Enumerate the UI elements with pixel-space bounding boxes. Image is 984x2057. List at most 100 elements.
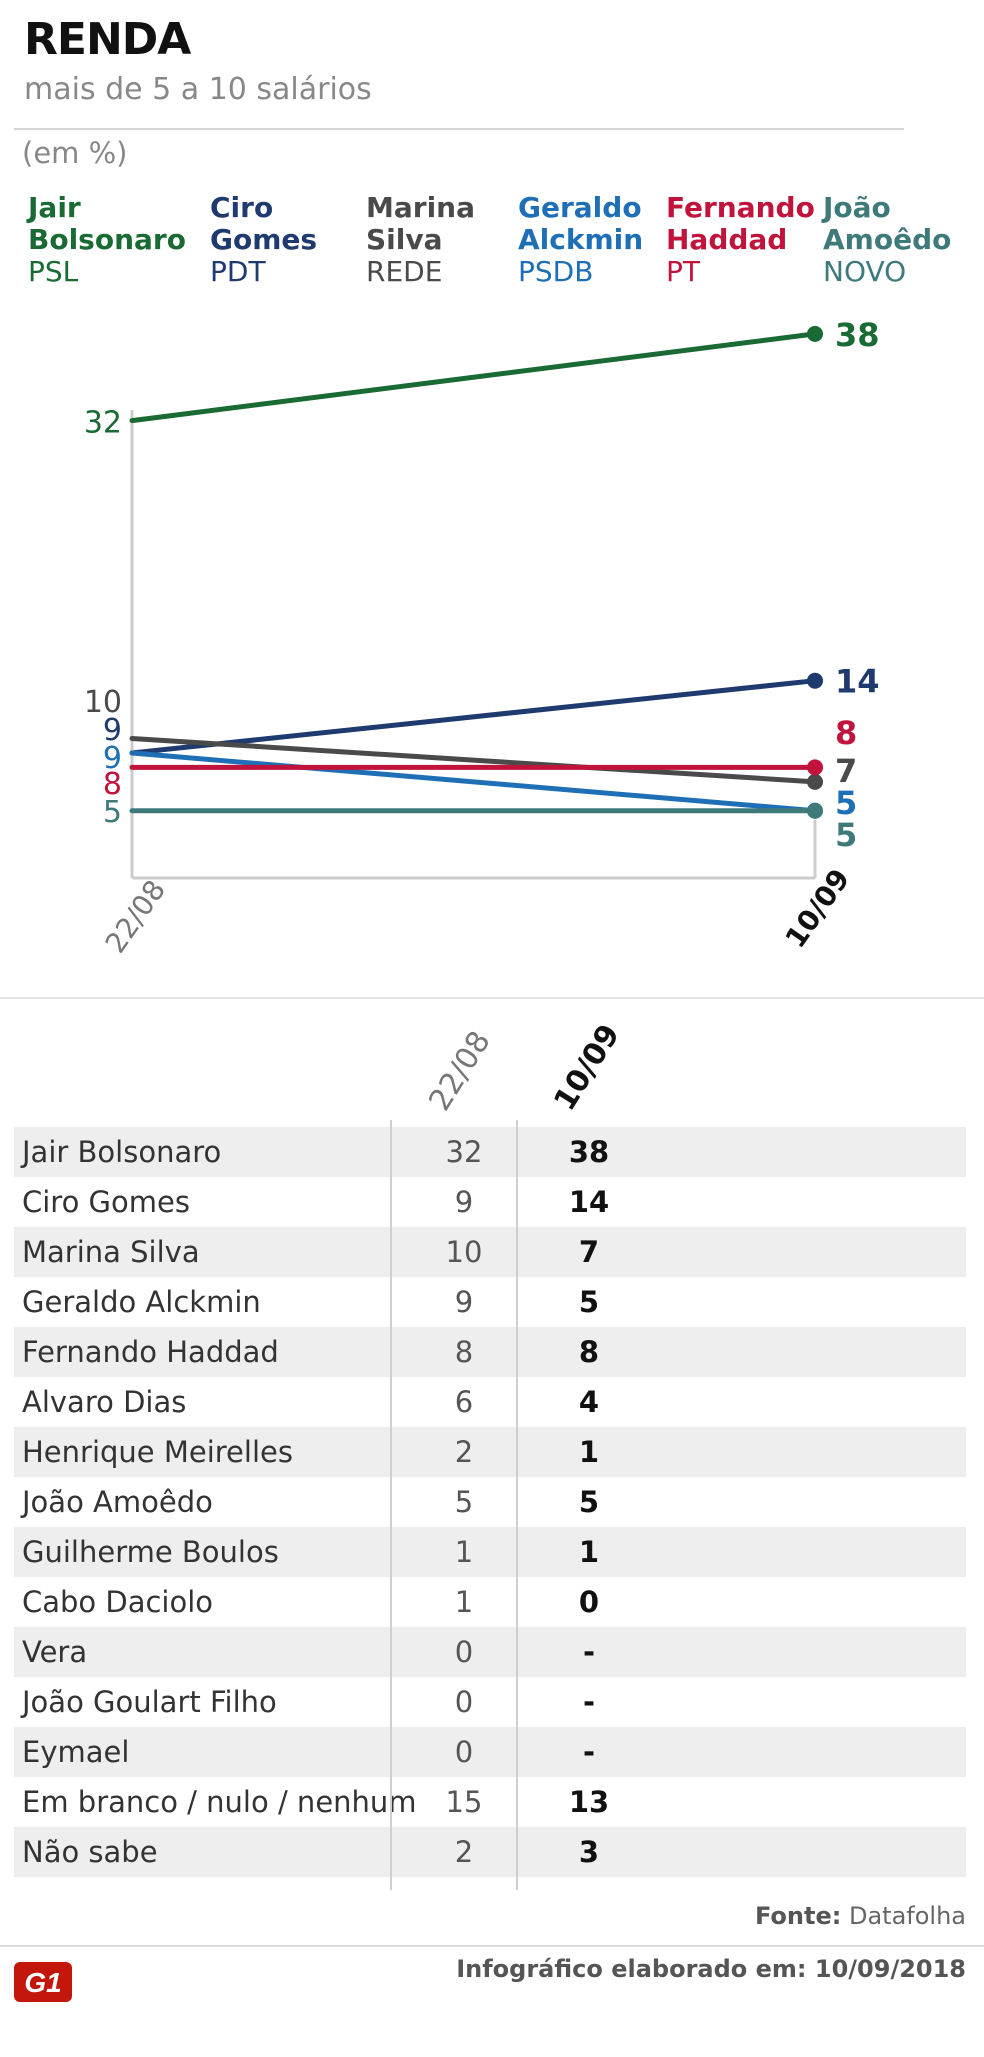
candidate-name: Eymael [22, 1735, 130, 1769]
start-value-label: 9 [103, 741, 122, 776]
legend-name-line1: João [823, 191, 891, 224]
value-22-08: 10 [445, 1235, 483, 1269]
candidate-name: Geraldo Alckmin [22, 1285, 261, 1319]
series-line [129, 331, 818, 424]
end-value-label: 5 [835, 784, 857, 822]
legend-name-line1: Marina [366, 191, 475, 224]
legend-name-line1: Jair [28, 191, 81, 224]
series-line [129, 750, 818, 814]
candidate-name: Não sabe [22, 1835, 158, 1869]
legend-name-line1: Fernando [666, 191, 815, 224]
candidate-name: Jair Bolsonaro [22, 1135, 222, 1169]
candidate-name: Cabo Daciolo [22, 1585, 214, 1619]
value-10-09: 38 [568, 1135, 610, 1169]
value-10-09: 14 [568, 1185, 610, 1219]
value-22-08: 6 [454, 1385, 474, 1419]
series-end-point [807, 325, 823, 342]
candidate-name: Henrique Meirelles [22, 1435, 293, 1469]
table-row: Vera 0 - [14, 1627, 966, 1677]
source-value: Datafolha [848, 1902, 966, 1930]
series-end-point [807, 802, 823, 819]
series-end-point [807, 773, 823, 790]
value-22-08: 1 [454, 1535, 474, 1569]
svg-text:G1: G1 [24, 1967, 61, 1998]
legend-item: Jair Bolsonaro PSL [28, 192, 186, 288]
end-value-label: 8 [835, 714, 857, 752]
source-label: Fonte: [754, 1902, 842, 1930]
legend-name-line2: Silva [366, 223, 443, 256]
legend-name-line2: Alckmin [518, 223, 644, 256]
end-value-label: 14 [835, 663, 880, 701]
start-value-label: 8 [103, 767, 122, 802]
value-22-08: 15 [445, 1785, 483, 1819]
series-end-point [807, 759, 823, 776]
series-line [129, 736, 818, 785]
value-22-08: 5 [454, 1485, 474, 1519]
value-22-08: 1 [454, 1585, 474, 1619]
results-table: Jair Bolsonaro 32 38 Ciro Gomes 9 14 Marina Si… [14, 1127, 966, 1877]
start-value-label: 5 [103, 795, 122, 830]
value-10-09: 8 [578, 1335, 600, 1369]
candidate-name: Vera [22, 1635, 88, 1669]
value-10-09: 1 [578, 1435, 600, 1469]
value-22-08: 32 [445, 1135, 483, 1169]
series-line [129, 678, 818, 756]
value-10-09: 0 [578, 1585, 600, 1619]
table-header-date-2: 10/09 [547, 1018, 628, 1117]
value-22-08: 0 [454, 1685, 474, 1719]
value-10-09: - [582, 1735, 596, 1769]
legend-item: Ciro Gomes PDT [210, 192, 317, 288]
value-22-08: 0 [454, 1635, 474, 1669]
table-header-date-1: 22/08 [422, 1025, 498, 1117]
value-22-08: 8 [454, 1335, 474, 1369]
table-row: Não sabe 2 3 [14, 1827, 966, 1877]
value-22-08: 0 [454, 1735, 474, 1769]
credit-label: Infográfico elaborado em: [456, 1955, 807, 1983]
table-row: Ciro Gomes 9 14 [14, 1177, 966, 1227]
table-row: Fernando Haddad 8 8 [14, 1327, 966, 1377]
value-10-09: 4 [578, 1385, 600, 1419]
legend-name-line2: Amoêdo [823, 223, 952, 256]
series-end-point [807, 672, 823, 689]
value-22-08: 2 [454, 1435, 474, 1469]
credit-note: Infográfico elaborado em: 10/09/2018 [456, 1955, 966, 1983]
table-row: João Amoêdo 5 5 [14, 1477, 966, 1527]
table-row: Jair Bolsonaro 32 38 [14, 1127, 966, 1177]
table-row: Alvaro Dias 6 4 [14, 1377, 966, 1427]
candidate-name: Guilherme Boulos [22, 1535, 279, 1569]
credit-date: 10/09/2018 [814, 1955, 966, 1983]
candidate-name: Marina Silva [22, 1235, 200, 1269]
source-note: Fonte: Datafolha [755, 1902, 966, 1930]
legend-item: Geraldo Alckmin PSDB [518, 192, 643, 288]
chart-title: RENDA [24, 14, 191, 65]
legend-party: PT [666, 255, 700, 288]
legend-name-line2: Haddad [666, 223, 788, 256]
value-10-09: 5 [578, 1285, 600, 1319]
g1-logo: G1 [14, 1962, 72, 2002]
legend-item: João Amoêdo NOVO [823, 192, 951, 288]
end-value-label: 5 [835, 816, 857, 854]
x-tick-label: 22/08 [99, 874, 172, 959]
legend-name-line2: Bolsonaro [28, 223, 186, 256]
table-row: Cabo Daciolo 1 0 [14, 1577, 966, 1627]
table-row: João Goulart Filho 0 - [14, 1677, 966, 1727]
divider [0, 1945, 984, 1947]
value-22-08: 9 [454, 1285, 474, 1319]
column-divider [516, 1120, 518, 1890]
table-row: Geraldo Alckmin 9 5 [14, 1277, 966, 1327]
table-row: Henrique Meirelles 2 1 [14, 1427, 966, 1477]
candidate-name: Fernando Haddad [22, 1335, 279, 1369]
end-value-label: 7 [835, 752, 857, 790]
legend-name-line1: Geraldo [518, 191, 642, 224]
value-10-09: 1 [578, 1535, 600, 1569]
legend-item: Fernando Haddad PT [666, 192, 815, 288]
table-row: Guilherme Boulos 1 1 [14, 1527, 966, 1577]
value-22-08: 9 [454, 1185, 474, 1219]
column-divider [390, 1120, 392, 1890]
value-10-09: 5 [578, 1485, 600, 1519]
value-10-09: 7 [578, 1235, 600, 1269]
legend-item: Marina Silva REDE [366, 192, 475, 288]
legend-party: PDT [210, 255, 266, 288]
candidate-name: João Goulart Filho [22, 1685, 277, 1719]
start-value-label: 32 [84, 406, 122, 441]
